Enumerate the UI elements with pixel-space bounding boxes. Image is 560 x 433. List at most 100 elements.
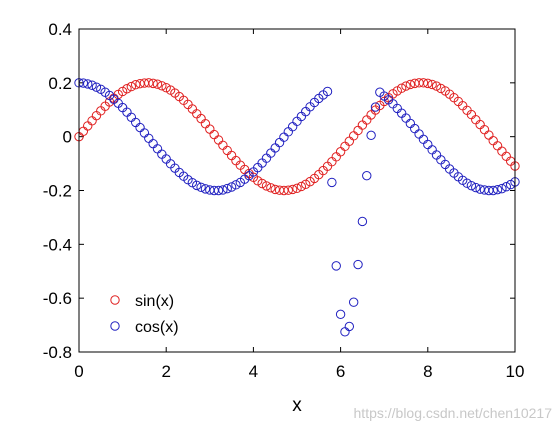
- data-point: [130, 117, 141, 128]
- data-point: [213, 135, 224, 145]
- data-point: [157, 149, 167, 159]
- data-point: [287, 184, 298, 195]
- data-point: [270, 143, 280, 153]
- data-point: [205, 124, 215, 134]
- data-point: [292, 116, 302, 127]
- legend-label-sin: sin(x): [135, 293, 174, 310]
- y-tick-label: 0.2: [48, 74, 72, 93]
- y-tick-label: -0.4: [43, 235, 72, 254]
- data-point: [401, 113, 411, 123]
- data-point: [261, 153, 272, 163]
- data-point: [126, 112, 137, 122]
- data-point: [471, 115, 481, 125]
- data-point: [192, 109, 202, 119]
- data-point: [83, 121, 93, 131]
- data-point: [222, 183, 232, 194]
- data-point: [348, 131, 359, 141]
- data-point: [287, 122, 298, 132]
- data-point: [122, 84, 132, 94]
- data-point: [466, 180, 477, 191]
- data-point: [161, 154, 171, 164]
- y-tick-label: 0.4: [48, 20, 72, 39]
- data-point: [226, 182, 237, 192]
- data-point: [157, 81, 167, 91]
- data-point: [418, 134, 429, 145]
- data-point: [348, 297, 359, 307]
- data-point: [261, 181, 272, 191]
- data-point: [405, 118, 416, 129]
- data-point: [257, 178, 267, 189]
- x-tick-label: 0: [74, 362, 83, 381]
- data-point: [322, 86, 333, 97]
- data-point: [192, 180, 202, 191]
- data-point: [370, 102, 381, 112]
- data-point: [366, 130, 376, 141]
- data-point: [274, 137, 285, 148]
- data-point: [266, 148, 276, 158]
- x-tick-label: 8: [423, 362, 432, 381]
- data-point: [266, 183, 276, 193]
- data-point: [139, 128, 150, 138]
- data-point: [475, 119, 485, 130]
- legend-marker-cos: [110, 321, 120, 331]
- data-point: [484, 130, 494, 140]
- data-point: [501, 151, 511, 162]
- data-point: [91, 110, 102, 121]
- data-point: [362, 170, 372, 181]
- data-point: [144, 78, 154, 88]
- data-point: [209, 129, 219, 140]
- data-point: [161, 82, 171, 93]
- data-point: [340, 141, 350, 152]
- data-point: [296, 111, 307, 122]
- data-point: [357, 216, 368, 227]
- data-point: [292, 183, 302, 194]
- data-point: [418, 78, 429, 88]
- data-point: [200, 119, 211, 129]
- data-point: [196, 113, 206, 124]
- series-layer: [74, 78, 520, 337]
- legend-marker-sin: [110, 295, 120, 305]
- data-point: [479, 124, 490, 135]
- y-tick-label: -0.2: [43, 182, 72, 201]
- data-point: [353, 125, 363, 136]
- data-point: [344, 136, 355, 146]
- data-point: [331, 152, 341, 162]
- data-point: [488, 136, 498, 146]
- data-point: [78, 126, 89, 136]
- data-point: [91, 82, 102, 92]
- data-point: [200, 184, 211, 194]
- x-axis-tick-labels: 0 2 4 6 8 10: [74, 362, 524, 381]
- data-point: [283, 185, 293, 195]
- data-point: [344, 321, 355, 332]
- data-point: [279, 132, 289, 142]
- data-point: [475, 184, 485, 194]
- data-point: [196, 182, 206, 192]
- data-point: [431, 81, 442, 91]
- data-point: [283, 127, 293, 137]
- data-point: [327, 177, 337, 188]
- y-tick-label: 0: [63, 128, 72, 147]
- data-point: [87, 116, 97, 126]
- data-point: [492, 184, 503, 195]
- data-point: [462, 178, 472, 188]
- data-point: [301, 106, 311, 117]
- data-point: [135, 122, 145, 133]
- data-point: [231, 180, 241, 190]
- data-point: [152, 79, 163, 89]
- data-point: [423, 78, 433, 89]
- data-point: [396, 83, 407, 93]
- data-point: [218, 140, 228, 150]
- data-point: [401, 81, 411, 91]
- y-axis-tick-labels: 0.4 0.2 0 -0.2 -0.4 -0.6 -0.8: [43, 20, 72, 362]
- data-point: [501, 182, 511, 192]
- watermark-text: https://blog.csdn.net/chen10217: [354, 405, 553, 421]
- data-point: [492, 141, 503, 151]
- data-point: [144, 133, 154, 143]
- data-point: [436, 83, 446, 94]
- legend: sin(x) cos(x): [110, 293, 179, 336]
- data-point: [353, 259, 363, 270]
- data-point: [405, 79, 416, 90]
- x-tick-label: 4: [249, 362, 258, 381]
- data-point: [423, 139, 433, 150]
